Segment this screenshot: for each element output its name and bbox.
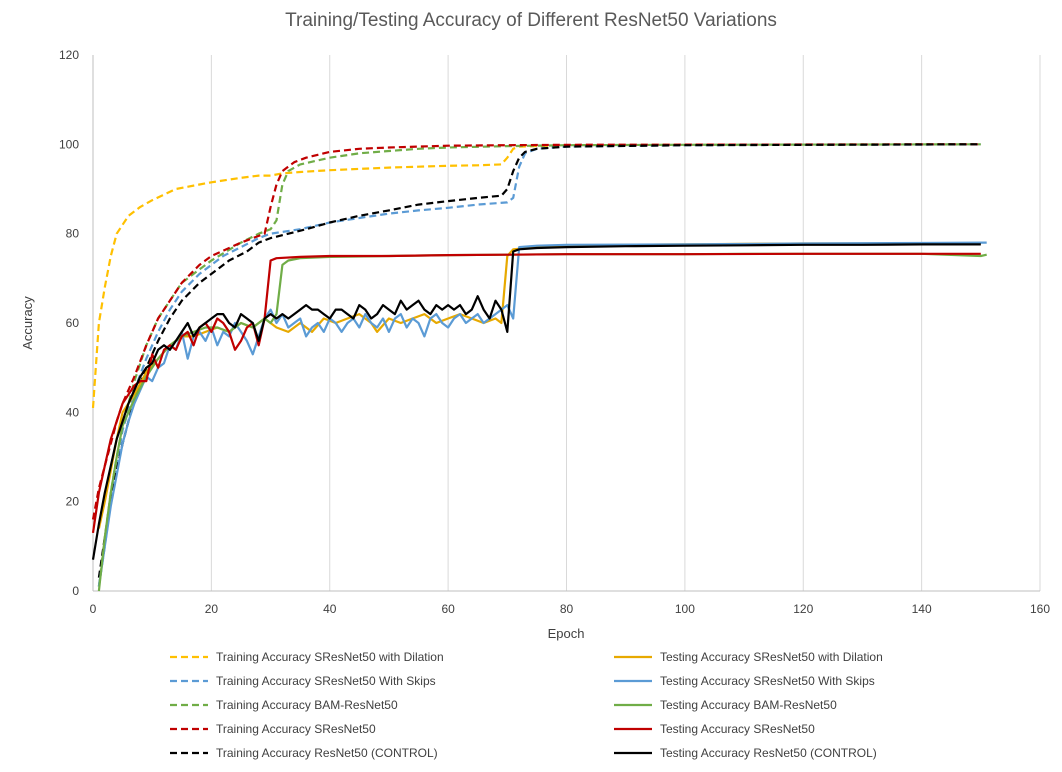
legend-label: Testing Accuracy BAM-ResNet50 — [660, 698, 837, 712]
x-tick-label: 20 — [205, 602, 219, 616]
series-line-3 — [97, 143, 981, 587]
legend-label: Testing Accuracy SResNet50 With Skips — [660, 674, 875, 688]
y-tick-label: 20 — [66, 495, 80, 509]
x-tick-label: 60 — [441, 602, 455, 616]
legend-label: Training Accuracy ResNet50 (CONTROL) — [216, 746, 438, 760]
x-tick-label: 40 — [323, 602, 337, 616]
x-tick-label: 0 — [90, 602, 97, 616]
legend-label: Training Accuracy BAM-ResNet50 — [216, 698, 398, 712]
y-tick-label: 100 — [59, 137, 79, 151]
y-tick-label: 0 — [72, 584, 79, 598]
series-line-2 — [97, 143, 981, 587]
x-tick-label: 120 — [793, 602, 813, 616]
axes-layer: 0 20 40 60 80 100 120 140 160 0 20 40 60 80 100 120 — [59, 48, 1050, 616]
y-tick-label: 60 — [66, 316, 80, 330]
chart-title: Training/Testing Accuracy of Different R… — [285, 10, 777, 31]
series-line-7 — [97, 241, 987, 587]
legend-label: Testing Accuracy SResNet50 with Dilation — [660, 650, 883, 664]
x-tick-label: 80 — [560, 602, 574, 616]
legend-label: Training Accuracy SResNet50 With Skips — [216, 674, 436, 688]
legend: Training Accuracy SResNet50 with Dilatio… — [170, 650, 883, 760]
series-line-5 — [97, 143, 981, 578]
y-tick-label: 120 — [59, 48, 79, 62]
x-tick-label: 140 — [912, 602, 932, 616]
y-tick-label: 40 — [66, 405, 80, 419]
legend-label: Testing Accuracy ResNet50 (CONTROL) — [660, 746, 877, 760]
legend-label: Training Accuracy SResNet50 — [216, 722, 376, 736]
legend-label: Training Accuracy SResNet50 with Dilatio… — [216, 650, 444, 664]
series-line-6 — [97, 242, 981, 529]
x-axis-label: Epoch — [548, 626, 585, 641]
x-tick-label: 160 — [1030, 602, 1050, 616]
series-line-10 — [91, 243, 981, 560]
series-line-1 — [91, 143, 981, 408]
x-tick-label: 100 — [675, 602, 695, 616]
y-axis-label: Accuracy — [20, 296, 35, 350]
y-tick-label: 80 — [66, 227, 80, 241]
series-line-9 — [91, 252, 981, 534]
grid-layer — [210, 55, 1041, 591]
series-line-8 — [97, 252, 987, 592]
series-layer — [91, 143, 987, 592]
legend-label: Testing Accuracy SResNet50 — [660, 722, 815, 736]
